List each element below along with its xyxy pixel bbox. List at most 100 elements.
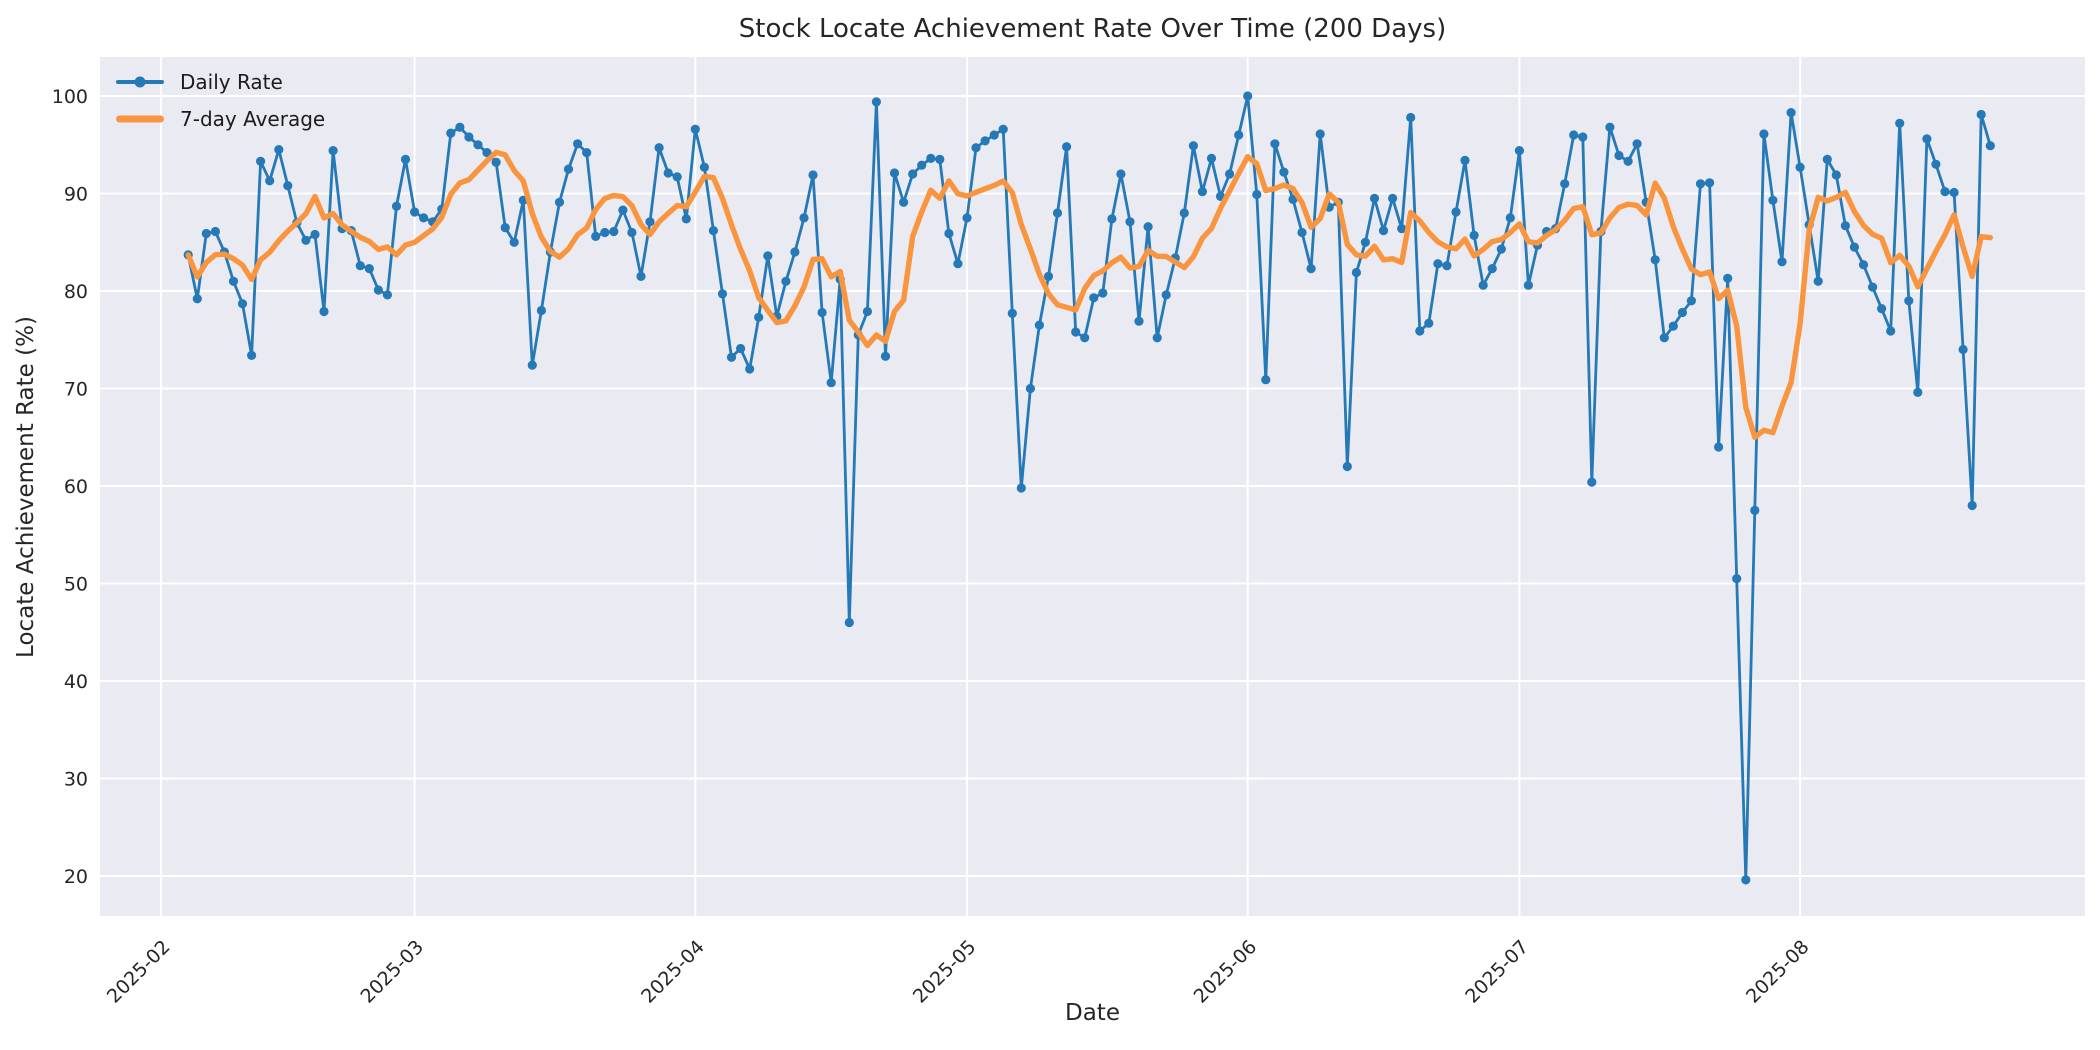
daily-rate-point (1234, 130, 1244, 140)
daily-rate-point (274, 145, 284, 155)
daily-rate-point (1342, 461, 1352, 472)
daily-rate-point (1940, 187, 1950, 197)
daily-rate-point (1569, 130, 1579, 140)
chart-title: Stock Locate Achievement Rate Over Time … (738, 14, 1447, 44)
daily-rate-point (527, 360, 537, 370)
daily-rate-point (1433, 259, 1443, 269)
daily-rate-point (1270, 139, 1280, 149)
daily-rate-point (210, 226, 220, 237)
daily-rate-point (1668, 321, 1678, 331)
daily-rate-point (1632, 139, 1642, 149)
daily-rate-point (400, 154, 411, 164)
daily-rate-point (310, 229, 320, 240)
x-tick-label: 2025-07 (1461, 936, 1533, 1008)
daily-rate-point (645, 217, 655, 227)
daily-rate-point (1161, 290, 1171, 300)
legend-label-daily-rate: Daily Rate (180, 69, 283, 94)
daily-rate-point (1125, 217, 1135, 227)
daily-rate-point (1768, 195, 1778, 205)
daily-rate-point (1188, 141, 1198, 151)
daily-rate-point (1505, 213, 1515, 223)
daily-rate-point (1732, 574, 1742, 584)
daily-rate-point (1496, 244, 1506, 254)
daily-rate-point (1107, 214, 1117, 224)
daily-rate-point (1134, 316, 1144, 326)
daily-rate-point (1587, 477, 1597, 487)
daily-rate-swatch-dot (134, 76, 146, 87)
daily-rate-point (591, 231, 601, 241)
daily-rate-point (899, 197, 909, 207)
daily-rate-point (844, 617, 854, 628)
daily-rate-point (582, 148, 592, 158)
daily-rate-point (745, 364, 755, 374)
daily-rate-point (989, 130, 999, 140)
daily-rate-point (600, 227, 610, 238)
daily-rate-point (1822, 154, 1832, 164)
y-axis-title: Locate Achievement Rate (%) (13, 316, 39, 658)
daily-rate-point (391, 201, 402, 211)
daily-rate-point (980, 136, 990, 146)
x-tick-label: 2025-03 (356, 936, 428, 1008)
daily-rate-point (1858, 260, 1869, 270)
daily-rate-point (1949, 187, 1959, 198)
daily-rate-point (1705, 178, 1715, 188)
daily-rate-point (1922, 134, 1932, 144)
daily-rate-point (1351, 267, 1361, 278)
daily-rate-point (763, 251, 773, 261)
daily-rate-point (319, 306, 329, 317)
daily-rate-point (917, 160, 927, 170)
daily-rate-point (1931, 159, 1941, 169)
daily-rate-point (935, 154, 945, 164)
daily-rate-point (491, 157, 501, 167)
daily-rate-point (1714, 442, 1724, 452)
daily-rate-point (1406, 112, 1416, 123)
daily-rate-point (1043, 271, 1054, 281)
daily-rate-point (699, 162, 710, 172)
daily-rate-point (373, 285, 383, 295)
daily-rate-point (473, 140, 483, 150)
daily-rate-point (1913, 387, 1923, 397)
daily-rate-point (1397, 224, 1407, 234)
x-axis-title: Date (1065, 1000, 1120, 1026)
daily-rate-point (1369, 193, 1380, 203)
daily-rate-point (1831, 170, 1841, 180)
seven-day-average-series (185, 149, 1994, 440)
daily-rate-point (1723, 273, 1733, 283)
daily-rate-point (817, 307, 827, 318)
daily-rate-point (1098, 288, 1108, 298)
daily-rate-point (464, 132, 474, 142)
daily-rate-point (1759, 129, 1769, 139)
daily-rate-point (1813, 276, 1823, 286)
daily-rate-point (1578, 132, 1588, 142)
daily-rate-point (1460, 155, 1470, 165)
daily-rate-point (1967, 500, 1977, 511)
daily-rate-point (681, 214, 691, 224)
daily-rate-point (1261, 375, 1271, 385)
daily-rate-point (1478, 280, 1488, 290)
daily-rate-point (1623, 156, 1633, 166)
daily-rate-point (1750, 505, 1760, 515)
daily-rate-point (192, 294, 202, 304)
daily-rate-point (256, 156, 266, 166)
daily-rate-point (1080, 333, 1090, 343)
daily-rate-point (536, 305, 547, 316)
daily-rate-point (908, 169, 918, 179)
daily-rate-point (1777, 257, 1787, 267)
daily-rate-point (627, 227, 637, 238)
daily-rate-point (1034, 320, 1044, 330)
daily-rate-point (563, 164, 574, 174)
daily-rate-point (1786, 108, 1796, 118)
daily-rate-point (708, 226, 719, 236)
daily-rate-point (446, 128, 456, 138)
daily-rate-line-swatch (116, 76, 164, 88)
daily-rate-point (1741, 875, 1751, 885)
daily-rate-point (654, 143, 664, 153)
x-tick-label: 2025-02 (103, 936, 175, 1008)
daily-rate-point (364, 264, 374, 274)
daily-rate-point (998, 124, 1008, 134)
y-tick-label: 40 (64, 671, 88, 693)
y-tick-label: 70 (64, 379, 88, 401)
daily-rate-point (1560, 179, 1570, 189)
daily-rate-point (880, 351, 891, 361)
